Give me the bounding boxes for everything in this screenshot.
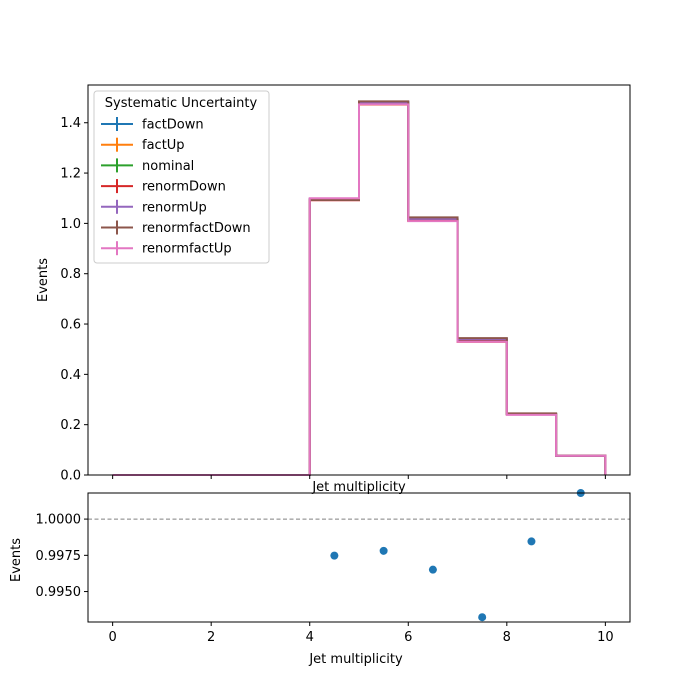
data-point [428,565,437,574]
y-axis-ticks: 0.9950 0.9975 1.0000 [36,513,88,600]
legend-title: Systematic Uncertainty [105,96,258,111]
x-tick-label: 10 [597,630,614,645]
legend-label-renormUp: renormUp [142,200,207,215]
y-tick-label: 0.2 [60,418,81,433]
legend-box [93,90,270,264]
y-tick-label: 1.4 [60,116,81,131]
y-tick-label: 1.0000 [36,513,82,528]
x-tick-label: 0 [108,630,116,645]
legend-label-nominal: nominal [142,159,194,174]
x-axis-label: Jet multiplicity [308,652,403,667]
data-point [379,546,388,555]
legend-label-factUp: factUp [142,138,185,153]
y-tick-label: 0.9975 [36,549,82,564]
y-tick-label: 0.9950 [36,585,82,600]
legend-label-renormfactUp: renormfactUp [142,242,232,257]
x-tick-label: 6 [404,630,412,645]
ratio-panel: 0.9950 0.9975 1.0000 0 2 4 6 8 10 Jet multiplic… [9,489,631,667]
data-point [478,613,487,622]
data-point [527,537,536,546]
legend-label-renormfactDown: renormfactDown [142,221,251,236]
y-tick-label: 1.0 [60,217,81,232]
x-tick-label: 8 [503,630,511,645]
y-tick-label: 0.4 [60,368,81,383]
data-point [330,551,339,560]
legend-label-factDown: factDown [142,118,204,133]
legend-label-renormDown: renormDown [142,180,226,195]
x-axis-label: Jet multiplicity [311,480,406,495]
legend: Systematic Uncertainty factDown factUp nom… [93,90,270,264]
legend-entries: factDown factUp nominal renormDown renormUp r… [101,117,251,257]
y-tick-label: 0.8 [60,267,81,282]
points-group [330,489,585,622]
x-tick-label: 4 [306,630,314,645]
y-axis-ticks: 0.0 0.2 0.4 0.6 0.8 1.0 1.2 1.4 [60,116,88,484]
y-tick-label: 0.0 [60,469,81,484]
main-histogram-panel: 0.0 0.2 0.4 0.6 0.8 1.0 1.2 1.4 Jet multiplicit… [36,84,631,495]
x-axis-ticks [112,475,606,479]
y-tick-label: 0.6 [60,318,81,333]
y-axis-label: Events [9,538,24,582]
y-axis-label: Events [36,258,51,302]
x-tick-label: 2 [207,630,215,645]
x-axis-ticks: 0 2 4 6 8 10 [108,622,614,645]
plot-frame [87,492,631,623]
plot-frame [87,84,631,476]
y-tick-label: 1.2 [60,167,81,182]
